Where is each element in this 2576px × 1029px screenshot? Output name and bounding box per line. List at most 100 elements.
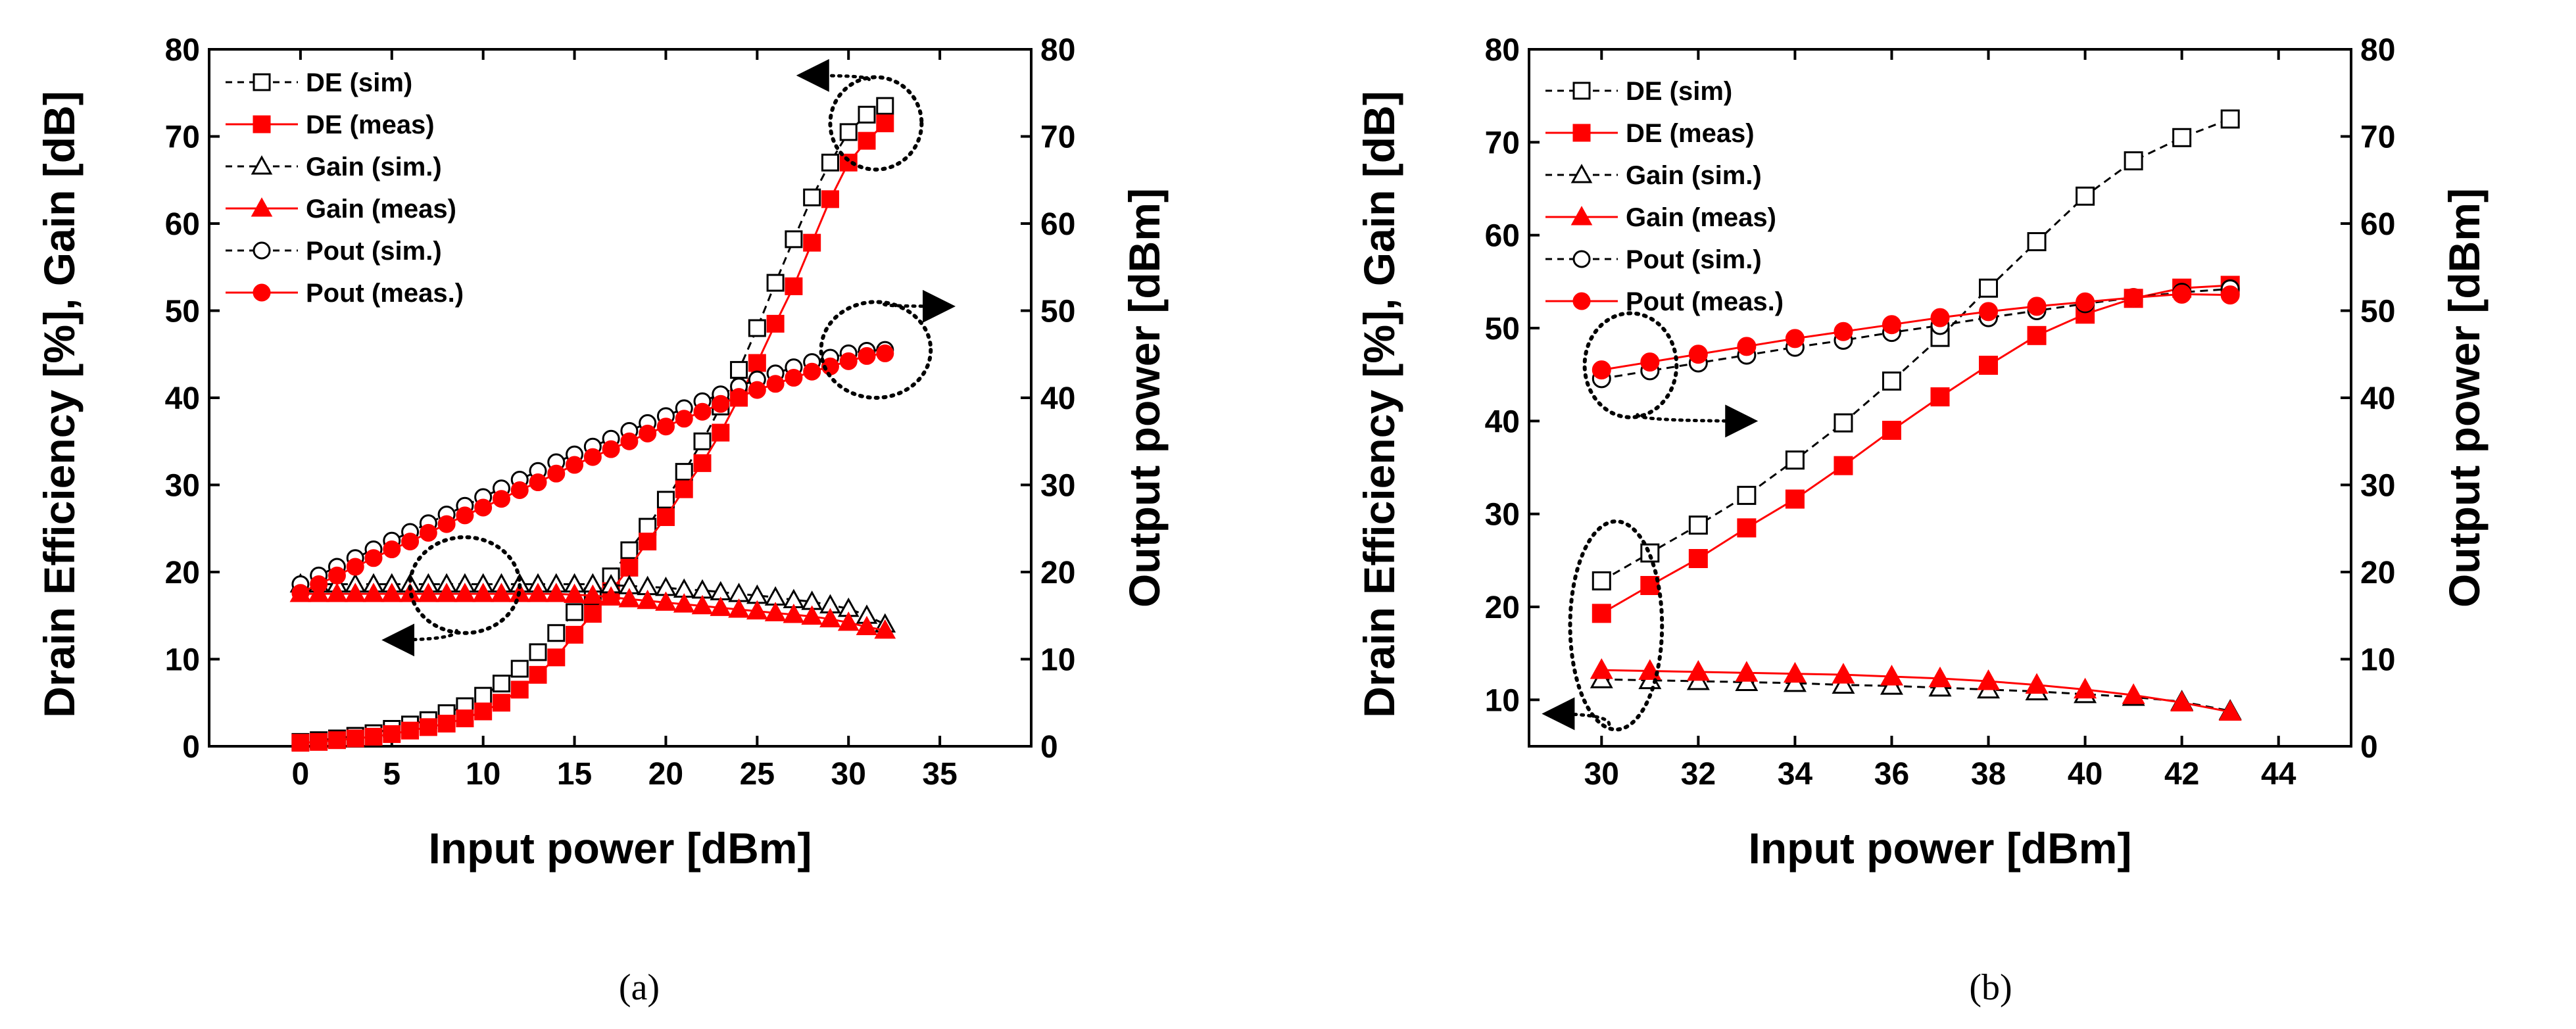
data-point xyxy=(1832,663,1855,684)
data-point xyxy=(581,584,604,604)
data-point xyxy=(803,233,821,252)
data-point xyxy=(1688,549,1708,569)
legend-item-de-sim: DE (sim) xyxy=(1545,77,1732,106)
data-point xyxy=(2124,288,2143,308)
legend-marker xyxy=(251,155,273,175)
legend-label: DE (sim) xyxy=(1626,77,1732,106)
data-point xyxy=(2027,232,2047,252)
y-tick-label: 60 xyxy=(1485,219,1520,254)
data-point xyxy=(2172,284,2192,304)
y-tick-label: 20 xyxy=(165,556,200,590)
legend-marker xyxy=(253,283,271,302)
y-tick-label: 50 xyxy=(165,295,200,329)
chart-panel-a: 0 5 10 15 20 25 30 35 0 10 20 30 40 50 60 70 80 0 10 20 30 40… xyxy=(35,33,1169,1008)
data-point xyxy=(748,319,766,337)
data-point xyxy=(401,721,420,740)
data-point xyxy=(1834,322,1853,341)
data-point xyxy=(748,381,766,399)
data-point xyxy=(693,432,712,450)
data-point xyxy=(602,440,620,458)
dotted-arrow xyxy=(1636,404,1759,438)
x-tick-label: 25 xyxy=(740,757,775,792)
series-pout-meas xyxy=(291,344,894,602)
x-tick-label: 32 xyxy=(1681,757,1716,792)
data-point xyxy=(675,480,693,498)
dotted-ellipse xyxy=(408,535,522,635)
legend-item-de-meas: DE (meas) xyxy=(1545,119,1755,148)
annotation-ellipse-arrow xyxy=(796,59,924,172)
data-point xyxy=(821,190,839,208)
data-point xyxy=(364,727,383,746)
y-tick-label: 60 xyxy=(165,207,200,242)
data-point xyxy=(310,732,328,751)
x-tick-label: 30 xyxy=(831,757,866,792)
data-point xyxy=(1737,485,1757,505)
legend-marker xyxy=(1570,164,1593,183)
data-point xyxy=(637,589,659,610)
data-point xyxy=(456,709,474,728)
data-point xyxy=(785,369,803,387)
series-gain-meas xyxy=(1590,658,2242,721)
x-tick-label: 42 xyxy=(2164,757,2199,792)
data-point xyxy=(326,583,348,602)
y-tick-label: 40 xyxy=(165,381,200,416)
y2-tick-label: 60 xyxy=(2360,207,2395,242)
data-point xyxy=(1785,450,1805,470)
data-point xyxy=(583,605,602,623)
data-point xyxy=(346,729,364,748)
data-point xyxy=(1979,302,1999,322)
data-point xyxy=(839,123,858,141)
data-point xyxy=(547,464,566,483)
data-point xyxy=(655,591,677,611)
data-point xyxy=(2122,683,2145,704)
legend-label: Gain (sim.) xyxy=(1626,161,1762,190)
data-point xyxy=(876,97,894,115)
y2-tick-label: 30 xyxy=(2360,469,2395,504)
y2-tick-label: 50 xyxy=(2360,295,2395,329)
legend-marker xyxy=(253,73,271,91)
data-point xyxy=(693,454,712,472)
legend-label: Pout (sim.) xyxy=(1626,245,1762,274)
x-tick-label: 30 xyxy=(1584,757,1619,792)
x-axis-title: Input power [dBm] xyxy=(429,824,812,873)
data-point xyxy=(620,541,639,560)
data-point xyxy=(492,490,510,508)
dotted-ellipse xyxy=(819,300,933,400)
data-point xyxy=(1785,329,1805,348)
data-point xyxy=(346,558,364,576)
data-point xyxy=(1930,387,1950,407)
data-point xyxy=(2027,325,2047,345)
y-tick-label: 80 xyxy=(1485,33,1520,68)
data-point xyxy=(858,105,876,124)
data-point xyxy=(675,463,693,481)
data-point xyxy=(656,491,675,509)
data-point xyxy=(1785,489,1805,509)
data-point xyxy=(437,715,456,733)
data-point xyxy=(2124,151,2143,171)
data-point xyxy=(344,583,366,602)
data-point xyxy=(529,643,547,661)
x-tick-label: 38 xyxy=(1971,757,2006,792)
data-point xyxy=(383,540,401,559)
y2-tick-label: 40 xyxy=(2360,381,2395,416)
data-point xyxy=(803,362,821,381)
data-point xyxy=(858,132,876,150)
data-point xyxy=(874,619,896,639)
series-de-meas xyxy=(291,114,894,752)
x-tick-label: 34 xyxy=(1778,757,1813,792)
data-point xyxy=(545,583,568,602)
data-point xyxy=(1882,315,1901,335)
x-tick-label: 44 xyxy=(2261,757,2297,792)
y2-axis-title: Output power [dBm] xyxy=(2440,188,2489,608)
data-point xyxy=(328,731,346,750)
data-point xyxy=(491,583,512,602)
dotted-ellipse xyxy=(1568,519,1665,732)
data-point xyxy=(1737,518,1757,538)
legend-item-gain-sim: Gain (sim.) xyxy=(1545,161,1762,190)
data-point xyxy=(783,604,805,623)
data-point xyxy=(1737,337,1757,356)
legend-label: Gain (meas) xyxy=(306,195,456,224)
y2-tick-label: 50 xyxy=(1040,295,1075,329)
data-point xyxy=(837,611,860,631)
data-point xyxy=(693,402,712,421)
